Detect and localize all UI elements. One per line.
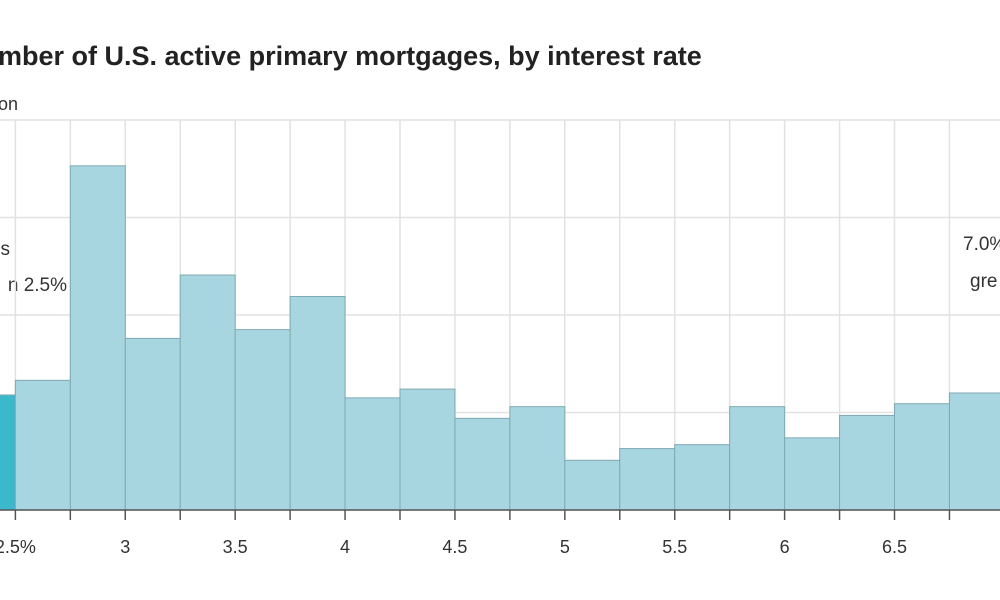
bar bbox=[619, 448, 676, 511]
x-tick-label: 3 bbox=[120, 537, 130, 557]
bar bbox=[344, 397, 401, 511]
x-tick-label: 4 bbox=[340, 537, 350, 557]
bar bbox=[948, 392, 1000, 511]
x-tick-label: 5 bbox=[560, 537, 570, 557]
annotation: gre bbox=[970, 271, 997, 292]
annotation: n 2.5% bbox=[8, 275, 67, 296]
bar bbox=[839, 414, 896, 511]
bar bbox=[14, 379, 71, 511]
x-tick-label: 4.5 bbox=[442, 537, 467, 557]
chart-title: mber of U.S. active primary mortgages, b… bbox=[0, 41, 702, 71]
bar bbox=[124, 337, 181, 511]
x-tick-label: 2.5% bbox=[0, 537, 36, 557]
bar bbox=[69, 165, 126, 511]
annotation: s bbox=[1, 239, 11, 260]
annotation: 7.0% bbox=[963, 234, 1000, 255]
bar bbox=[454, 417, 511, 511]
bar bbox=[509, 406, 566, 511]
x-tick-label: 6 bbox=[780, 537, 790, 557]
bar bbox=[399, 388, 456, 511]
bar bbox=[784, 437, 841, 511]
bar bbox=[894, 403, 950, 511]
x-tick-label: 6.5 bbox=[882, 537, 907, 557]
bar bbox=[179, 274, 236, 511]
bar bbox=[234, 329, 291, 511]
x-tick-label: 3.5 bbox=[223, 537, 248, 557]
bar bbox=[729, 406, 786, 511]
x-tick-label: 5.5 bbox=[662, 537, 687, 557]
bar bbox=[289, 295, 346, 511]
bar bbox=[564, 459, 621, 511]
bar bbox=[674, 444, 731, 511]
bar bbox=[0, 394, 16, 511]
y-axis-label: on bbox=[0, 94, 18, 114]
